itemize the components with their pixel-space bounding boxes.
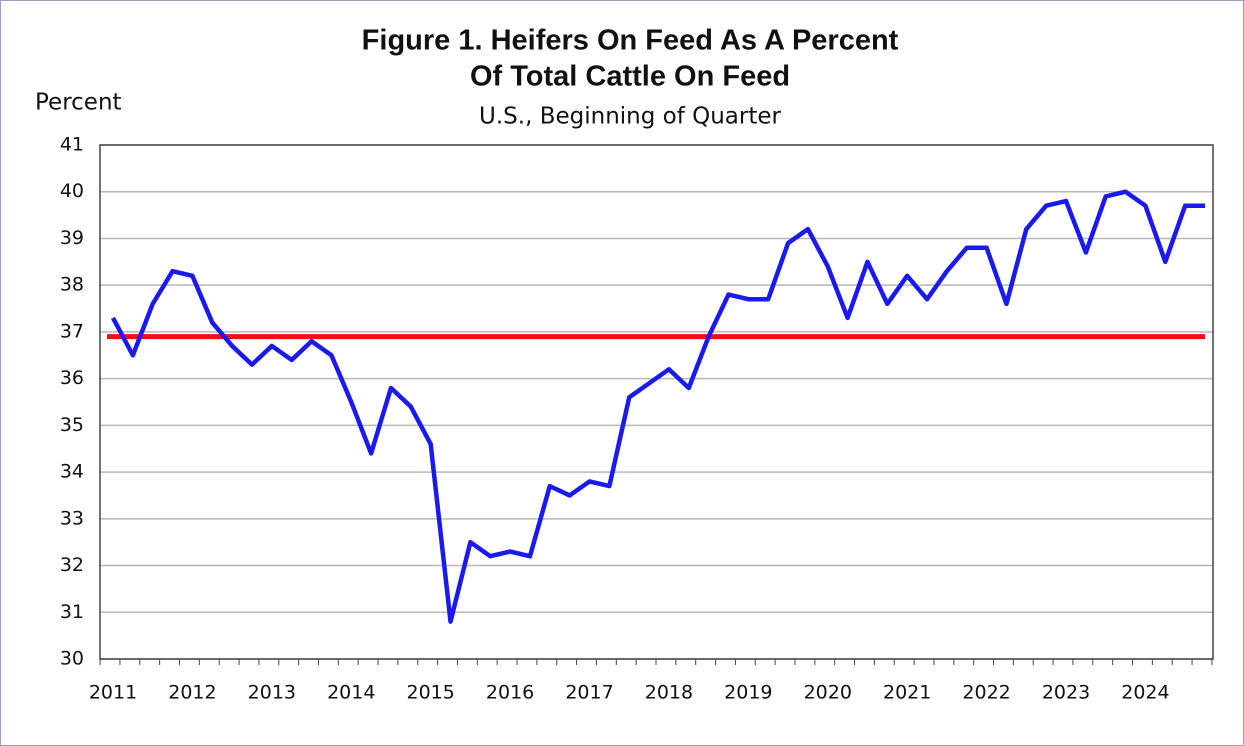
x-tick-label: 2018 — [645, 682, 693, 704]
x-tick-label: 2014 — [327, 682, 375, 704]
y-tick-label: 41 — [60, 134, 84, 156]
y-tick-label: 39 — [60, 227, 84, 249]
x-tick-label: 2013 — [248, 682, 296, 704]
chart-title: Of Total Cattle On Feed — [470, 61, 790, 93]
y-tick-label: 34 — [60, 461, 84, 483]
y-tick-label: 31 — [60, 601, 84, 623]
y-tick-label: 32 — [60, 554, 84, 576]
y-tick-label: 37 — [60, 320, 84, 342]
chart-subtitle: U.S., Beginning of Quarter — [479, 104, 782, 130]
x-tick-label: 2021 — [883, 682, 931, 704]
y-axis-label: Percent — [35, 90, 122, 116]
x-tick-label: 2022 — [962, 682, 1010, 704]
x-tick-label: 2011 — [89, 682, 137, 704]
y-tick-label: 33 — [60, 507, 84, 529]
x-tick-label: 2016 — [486, 682, 534, 704]
chart-title: Figure 1. Heifers On Feed As A Percent — [362, 25, 899, 57]
y-tick-label: 38 — [60, 274, 84, 296]
y-tick-label: 35 — [60, 414, 84, 436]
data-line — [111, 189, 1205, 624]
y-tick-label: 36 — [60, 367, 84, 389]
x-tick-label: 2019 — [724, 682, 772, 704]
x-tick-label: 2012 — [168, 682, 216, 704]
x-tick-label: 2020 — [804, 682, 852, 704]
x-tick-label: 2015 — [406, 682, 454, 704]
y-tick-label: 40 — [60, 180, 84, 202]
x-tick-label: 2023 — [1042, 682, 1090, 704]
x-tick-label: 2024 — [1121, 682, 1169, 704]
x-tick-label: 2017 — [565, 682, 613, 704]
y-tick-label: 30 — [60, 648, 84, 670]
